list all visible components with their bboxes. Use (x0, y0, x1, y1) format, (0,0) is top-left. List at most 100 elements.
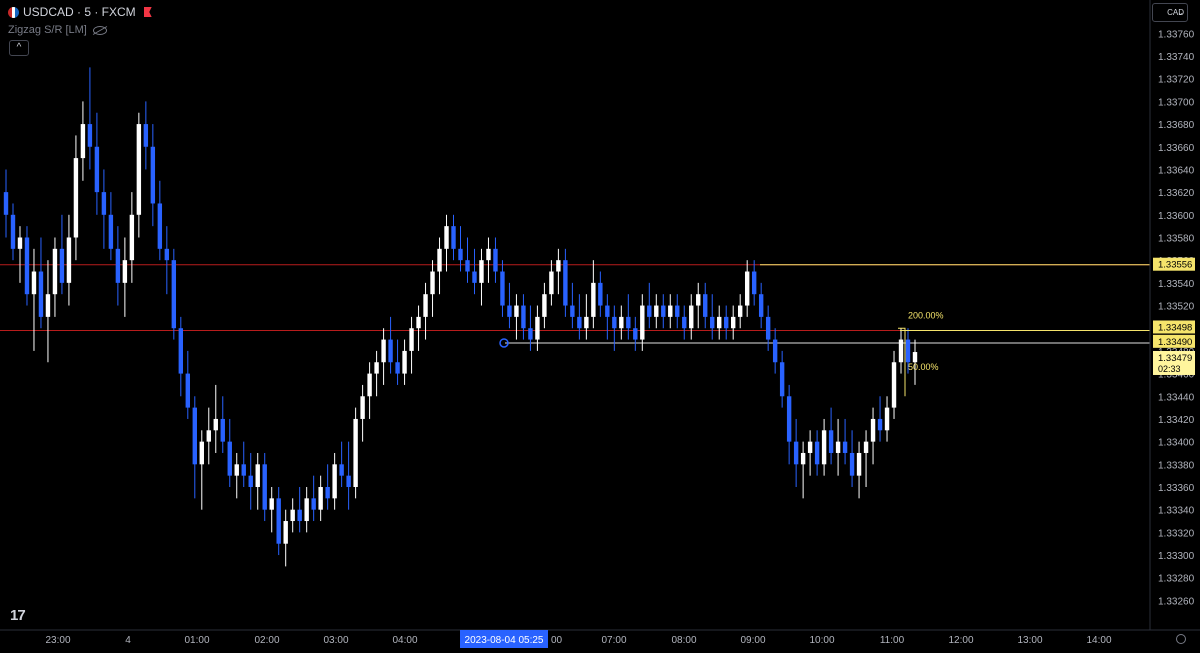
candle (696, 282, 701, 329)
price-label-badge (1153, 257, 1195, 271)
price-tick-label: 1.33380 (1158, 460, 1195, 471)
candle (619, 305, 624, 340)
candle (612, 305, 617, 351)
price-tick-label: 1.33460 (1158, 370, 1195, 381)
fib-bracket (898, 327, 906, 397)
candle (318, 475, 323, 522)
symbol-header[interactable]: USDCAD · 5 · FXCM (8, 5, 152, 19)
price-tick-label: 1.33760 (1158, 29, 1195, 40)
price-tick-label: 1.33600 (1158, 211, 1195, 222)
candle (199, 430, 204, 510)
price-label-badge (1153, 334, 1195, 348)
candle (710, 294, 715, 340)
price-tick-label: 1.33420 (1158, 415, 1195, 426)
price-tick-label: 1.33440 (1158, 392, 1195, 403)
price-tick-label: 1.33660 (1158, 143, 1195, 154)
price-label-text: 1.33498 (1158, 322, 1192, 333)
candle (626, 294, 631, 340)
price-label-text: 1.33556 (1158, 260, 1192, 271)
price-tick-label: 1.33580 (1158, 233, 1195, 244)
candle (758, 282, 764, 329)
candle (269, 487, 274, 533)
chevron-up-icon[interactable]: ^ (9, 40, 29, 56)
candle (835, 418, 841, 476)
candle (192, 396, 197, 499)
pivot-marker (499, 338, 509, 348)
candle (3, 169, 9, 238)
candle (765, 305, 771, 351)
candle (849, 430, 855, 488)
candle (507, 282, 512, 329)
candle (584, 294, 589, 340)
candle (402, 339, 407, 385)
currency-select[interactable]: CAD ⌄ (1152, 3, 1188, 22)
candle (185, 350, 190, 419)
candle (640, 294, 645, 351)
candle (115, 226, 121, 306)
candle (59, 214, 65, 295)
candle (381, 328, 386, 385)
time-tick-label: 12:00 (948, 635, 973, 646)
candle (73, 135, 79, 261)
eye-hidden-icon[interactable] (92, 25, 107, 35)
time-tick-label: 03:00 (323, 635, 348, 646)
crosshair-time-badge (460, 630, 548, 648)
fib-level-label: 50.00% (908, 362, 939, 372)
candle (458, 226, 463, 272)
candle (800, 441, 806, 499)
candle (807, 430, 813, 476)
price-axis[interactable]: 1.33760 1.33740 1.33720 1.33700 1.33680 1.336… (1158, 29, 1195, 607)
price-label-text: 1.33490 (1158, 337, 1192, 348)
candle (45, 260, 51, 363)
candle (500, 260, 505, 317)
candle (633, 316, 638, 351)
candle (577, 294, 582, 340)
candle (409, 316, 414, 374)
candle (668, 294, 673, 329)
candle (353, 407, 358, 499)
candle (661, 294, 666, 329)
candle (647, 282, 652, 329)
indicator-legend[interactable]: Zigzag S/R [LM] (8, 24, 107, 36)
candle (731, 305, 736, 340)
price-tick-label: 1.33400 (1158, 438, 1195, 449)
candle (374, 350, 379, 397)
market-closed-icon (143, 7, 152, 17)
candle (898, 328, 904, 374)
time-tick-label: 10:00 (809, 635, 834, 646)
candle (87, 67, 93, 170)
price-label-badge (1153, 320, 1195, 334)
candle (101, 169, 107, 249)
candle (339, 441, 344, 488)
candle (150, 124, 156, 227)
candle (290, 498, 295, 533)
candle (793, 418, 799, 488)
price-tick-label: 1.33520 (1158, 302, 1195, 313)
time-tick-label: 09:00 (740, 635, 765, 646)
candle (325, 464, 330, 510)
gear-icon[interactable] (1176, 634, 1186, 644)
price-tick-label: 1.33620 (1158, 188, 1195, 199)
candle (814, 430, 820, 476)
candle (129, 192, 135, 283)
candle (863, 430, 869, 488)
candle (891, 350, 897, 419)
candle (472, 248, 477, 295)
time-tick-label: 08:00 (671, 635, 696, 646)
candle (828, 407, 834, 465)
candle (262, 452, 267, 522)
price-tick-label: 1.33280 (1158, 574, 1195, 585)
candle (912, 339, 918, 385)
candle (241, 441, 246, 488)
candle (423, 282, 428, 340)
price-tick-label: 1.33700 (1158, 97, 1195, 108)
fib-levels: 200.00% 50.00% (898, 310, 1150, 397)
candle (248, 452, 253, 510)
time-axis[interactable]: 23:00 4 01:00 02:00 03:00 04:00 2023-08-04 05:… (45, 630, 1112, 648)
time-tick-label: 14:00 (1086, 635, 1111, 646)
candle (94, 112, 100, 215)
time-tick-label: 04:00 (392, 635, 417, 646)
tradingview-logo: 17 (10, 607, 26, 624)
